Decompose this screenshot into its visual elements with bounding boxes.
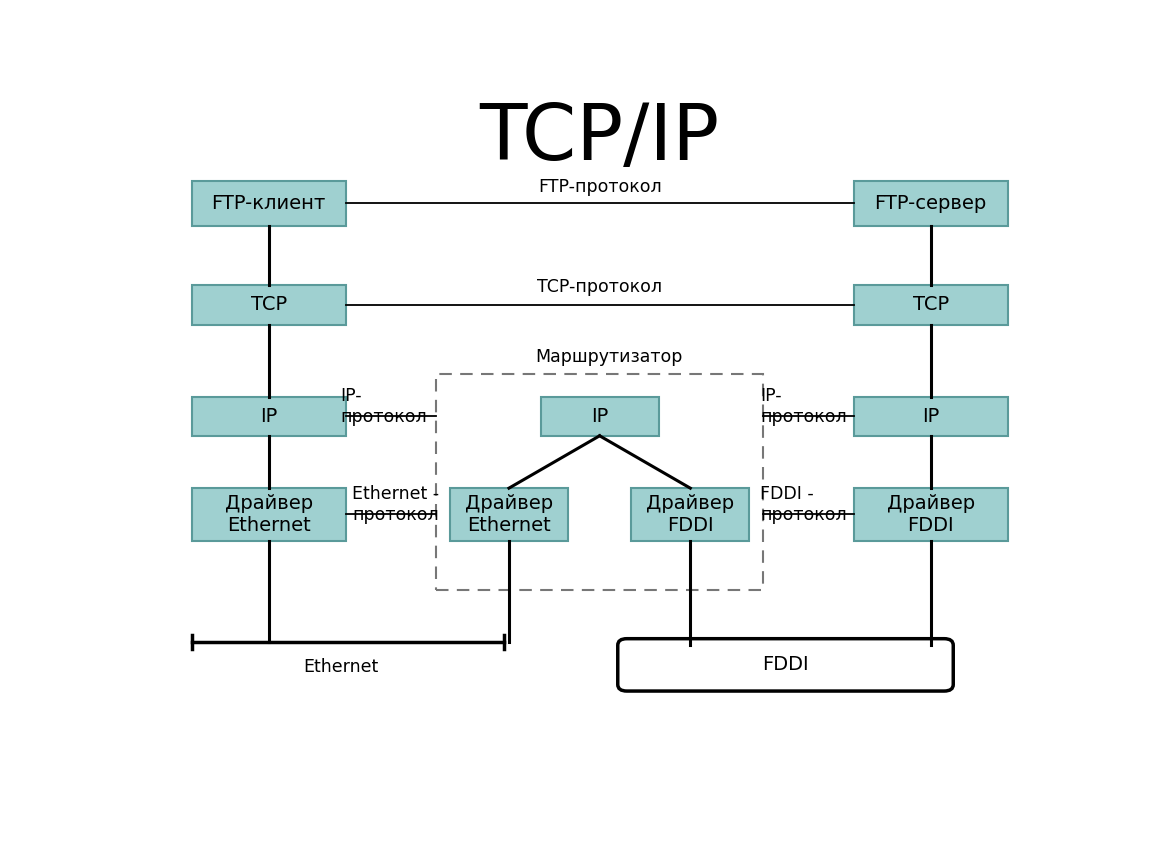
FancyBboxPatch shape <box>854 286 1007 325</box>
Text: TCP: TCP <box>913 296 949 314</box>
FancyBboxPatch shape <box>632 488 749 541</box>
FancyBboxPatch shape <box>618 638 954 691</box>
FancyBboxPatch shape <box>192 286 346 325</box>
Text: Драйвер
FDDI: Драйвер FDDI <box>646 494 735 535</box>
Text: Ethernet -
протокол: Ethernet - протокол <box>352 485 439 524</box>
FancyBboxPatch shape <box>450 488 567 541</box>
Text: IP-
протокол: IP- протокол <box>760 387 847 426</box>
FancyBboxPatch shape <box>854 488 1007 541</box>
Text: Ethernet: Ethernet <box>303 658 379 676</box>
Text: IP: IP <box>922 406 940 426</box>
FancyBboxPatch shape <box>541 396 659 436</box>
Text: FDDI -
протокол: FDDI - протокол <box>760 485 847 524</box>
Text: Драйвер
FDDI: Драйвер FDDI <box>887 494 975 535</box>
Text: TCP-протокол: TCP-протокол <box>537 278 662 296</box>
Text: Драйвер
Ethernet: Драйвер Ethernet <box>464 494 553 535</box>
Text: TCP: TCP <box>250 296 287 314</box>
Text: IP-
протокол: IP- протокол <box>340 387 427 426</box>
FancyBboxPatch shape <box>854 396 1007 436</box>
Text: FDDI: FDDI <box>762 655 808 674</box>
Text: TCP/IP: TCP/IP <box>480 100 720 176</box>
FancyBboxPatch shape <box>854 180 1007 226</box>
FancyBboxPatch shape <box>192 180 346 226</box>
Text: FTP-сервер: FTP-сервер <box>874 194 986 213</box>
Text: FTP-клиент: FTP-клиент <box>212 194 326 213</box>
Text: Драйвер
Ethernet: Драйвер Ethernet <box>225 494 312 535</box>
Text: IP: IP <box>591 406 608 426</box>
Text: FTP-протокол: FTP-протокол <box>538 178 661 196</box>
FancyBboxPatch shape <box>192 488 346 541</box>
Text: Маршрутизатор: Маршрутизатор <box>535 348 682 366</box>
Text: IP: IP <box>260 406 277 426</box>
FancyBboxPatch shape <box>192 396 346 436</box>
